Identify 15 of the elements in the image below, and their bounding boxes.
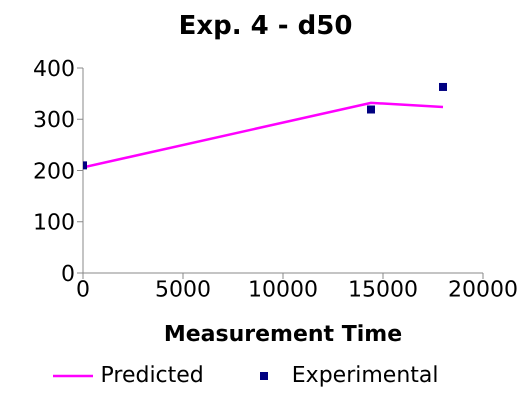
y-tick-label: 400 xyxy=(33,56,75,82)
point xyxy=(367,106,375,114)
x-tick-label: 15000 xyxy=(348,278,418,303)
point xyxy=(439,82,447,91)
y-tick-label: 0 xyxy=(61,262,75,287)
x-tick-label: 10000 xyxy=(248,278,318,303)
x-tick-label: 20000 xyxy=(448,278,518,303)
legend-label: Experimental xyxy=(290,363,438,388)
x-axis-title: Measurement Time xyxy=(164,322,402,347)
y-tick-label: 100 xyxy=(33,210,75,236)
chart-title: Exp. 4 - d50 xyxy=(178,10,354,43)
legend-label: Predicted xyxy=(100,363,204,388)
y-tick-label: 300 xyxy=(33,108,75,134)
y-tick-label: 200 xyxy=(33,159,75,184)
x-tick-label: 5000 xyxy=(155,278,211,303)
